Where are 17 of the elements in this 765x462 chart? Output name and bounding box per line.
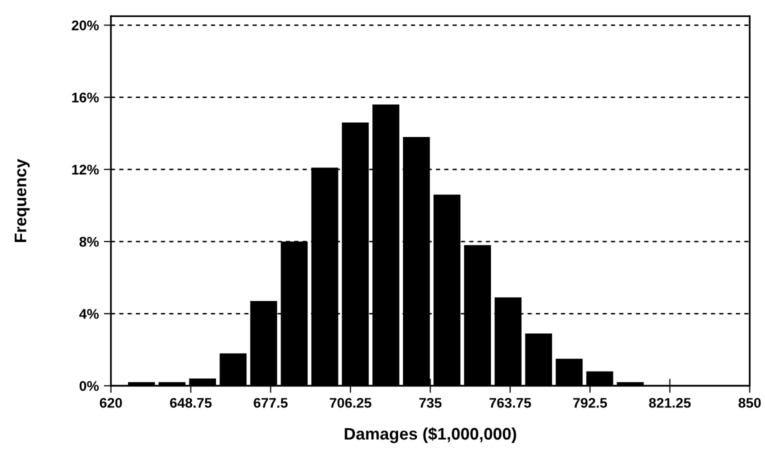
x-tick-label: 648.75 [170, 398, 212, 408]
x-tick-label: 792.5 [573, 398, 607, 408]
y-tick-label: 0% [80, 381, 99, 391]
x-tick-label: 706.25 [330, 398, 372, 408]
y-tick-label: 12% [72, 164, 99, 175]
y-tick-label: 16% [72, 92, 99, 102]
y-tick-label: 4% [79, 309, 99, 319]
x-tick-label: 620 [100, 398, 122, 408]
x-tick-label: 735 [419, 398, 442, 408]
x-tick-label: 821.25 [649, 398, 691, 408]
y-tick-label: 20% [72, 20, 99, 30]
y-tick-label: 8% [79, 236, 99, 247]
x-tick-label: 850 [738, 398, 761, 408]
y-axis-title: Frequency [14, 158, 30, 242]
x-axis-title: Damages ($1,000,000) [344, 427, 516, 444]
x-tick-label: 677.5 [254, 398, 288, 408]
x-tick-label: 763.75 [490, 398, 532, 408]
